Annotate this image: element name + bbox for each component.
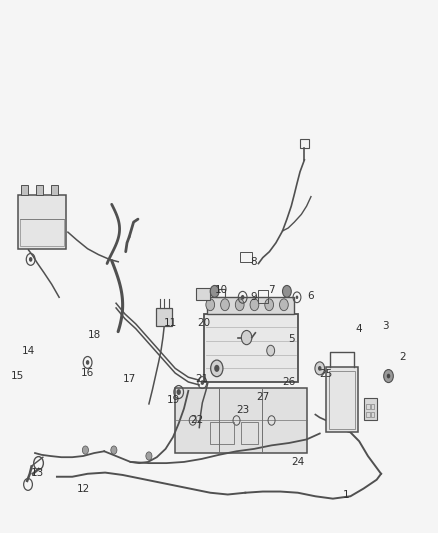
Bar <box>240 252 252 262</box>
Circle shape <box>267 345 275 356</box>
Text: 3: 3 <box>382 321 389 330</box>
Bar <box>175 388 307 453</box>
Bar <box>36 185 43 196</box>
Text: 26: 26 <box>283 377 296 387</box>
Circle shape <box>279 299 288 311</box>
Bar <box>204 314 298 382</box>
Circle shape <box>235 299 244 311</box>
Text: 20: 20 <box>197 318 210 328</box>
Bar <box>371 412 374 417</box>
Bar <box>371 405 374 409</box>
Text: 2: 2 <box>399 352 406 361</box>
Text: 4: 4 <box>356 324 363 334</box>
Text: 12: 12 <box>77 483 90 494</box>
Bar <box>300 139 309 148</box>
Bar <box>241 422 258 444</box>
Text: 10: 10 <box>215 285 228 295</box>
Circle shape <box>221 299 230 311</box>
Text: 25: 25 <box>320 369 333 379</box>
Circle shape <box>29 257 32 262</box>
Bar <box>196 288 210 300</box>
Bar <box>329 371 355 429</box>
Text: 7: 7 <box>268 285 275 295</box>
Text: 17: 17 <box>123 374 136 384</box>
Circle shape <box>250 299 259 311</box>
Text: 8: 8 <box>251 257 258 266</box>
Circle shape <box>206 299 215 311</box>
Text: 9: 9 <box>251 292 258 302</box>
Circle shape <box>265 299 274 311</box>
Text: 5: 5 <box>288 334 295 344</box>
Circle shape <box>241 295 244 300</box>
Circle shape <box>315 362 325 375</box>
Circle shape <box>111 446 117 454</box>
Bar <box>366 405 370 409</box>
Circle shape <box>201 380 204 385</box>
Text: 11: 11 <box>164 318 177 328</box>
Bar <box>326 367 358 432</box>
Bar <box>207 297 294 314</box>
Text: 19: 19 <box>166 395 180 405</box>
Bar <box>21 185 28 196</box>
Text: 16: 16 <box>81 368 94 378</box>
Circle shape <box>296 295 298 299</box>
Circle shape <box>214 365 219 372</box>
Text: 13: 13 <box>31 467 44 478</box>
Circle shape <box>387 374 390 378</box>
Circle shape <box>241 330 252 345</box>
Text: 14: 14 <box>22 345 35 356</box>
Bar <box>366 412 370 417</box>
Bar <box>258 290 268 303</box>
Text: 15: 15 <box>11 371 24 381</box>
Text: 23: 23 <box>237 405 250 415</box>
Bar <box>51 185 58 196</box>
Text: 18: 18 <box>88 329 101 340</box>
Circle shape <box>318 366 321 371</box>
Bar <box>215 289 225 297</box>
Text: 21: 21 <box>195 374 208 384</box>
Circle shape <box>86 360 89 365</box>
Circle shape <box>283 286 291 297</box>
Bar <box>20 219 64 246</box>
Bar <box>210 422 234 444</box>
Bar <box>364 398 377 421</box>
Text: 27: 27 <box>256 392 269 402</box>
Circle shape <box>82 446 88 454</box>
Text: 1: 1 <box>343 489 350 499</box>
Circle shape <box>384 369 393 383</box>
Text: 24: 24 <box>291 457 304 467</box>
Circle shape <box>211 360 223 377</box>
Circle shape <box>210 286 219 297</box>
Circle shape <box>177 389 181 395</box>
Text: 22: 22 <box>191 416 204 425</box>
Bar <box>18 196 66 249</box>
Bar <box>156 308 172 326</box>
Text: 6: 6 <box>307 291 314 301</box>
Circle shape <box>146 452 152 460</box>
